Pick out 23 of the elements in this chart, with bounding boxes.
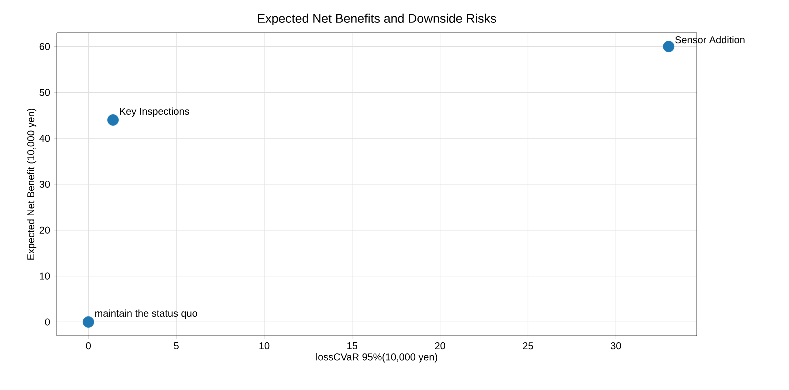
x-tick-label: 30 xyxy=(610,342,622,350)
y-tick-label: 30 xyxy=(40,180,50,188)
chart-title: Expected Net Benefits and Downside Risks xyxy=(258,14,496,26)
y-tick-label: 50 xyxy=(40,89,50,96)
x-tick-label: 20 xyxy=(435,342,446,350)
annotation: Key Inspections xyxy=(120,108,190,118)
point xyxy=(108,114,119,126)
x-tick-label: 5 xyxy=(174,342,179,350)
annotation: Sensor Addition xyxy=(676,36,745,44)
annotation: maintain the status quo xyxy=(96,310,198,320)
point xyxy=(82,316,94,328)
point xyxy=(663,41,675,52)
y-axis-title: Expected Net Benefit (10,000 yen) xyxy=(27,108,37,260)
x-tick-label: 0 xyxy=(86,342,92,350)
y-tick-label: 20 xyxy=(40,226,50,234)
x-tick-label: 15 xyxy=(348,342,358,350)
y-tick-label: 60 xyxy=(40,43,50,50)
y-tick-label: 10 xyxy=(40,272,50,280)
y-tick-label: 40 xyxy=(40,135,50,142)
x-axis-title: lossCVaR 95%(10,000 yen) xyxy=(316,353,438,363)
y-tick-label: 0 xyxy=(45,318,50,326)
x-tick-label: 25 xyxy=(523,342,534,350)
x-tick-label: 10 xyxy=(260,342,270,350)
